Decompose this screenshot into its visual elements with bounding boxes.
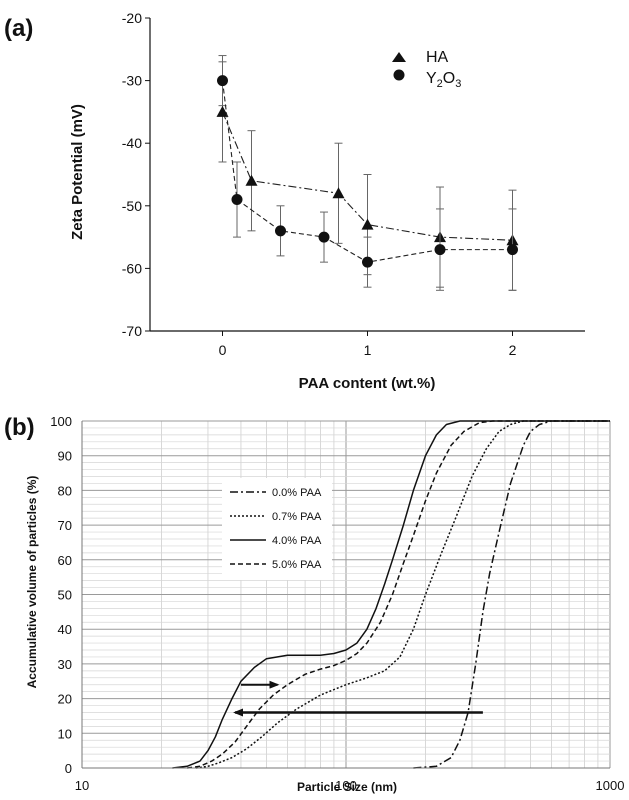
y-tick-label-a: -40	[122, 135, 142, 151]
data-point-ha	[245, 174, 258, 186]
series-line-b-2	[172, 420, 610, 769]
y-tick-label-b: 80	[58, 483, 72, 498]
data-point-y2o3	[318, 231, 330, 243]
legend-marker-y2o3	[393, 69, 405, 81]
legend-label-ha: HA	[426, 49, 449, 66]
x-axis-title-b: Particle Size (nm)	[297, 780, 397, 794]
data-point-y2o3	[275, 225, 286, 237]
legend-box-b	[222, 478, 332, 580]
x-tick-label-a: 2	[509, 342, 517, 358]
data-point-y2o3	[434, 244, 446, 256]
y-tick-label-b: 20	[58, 692, 72, 707]
y-tick-label-a: -30	[122, 73, 142, 89]
panel-label-a: (a)	[4, 15, 33, 42]
series-line-b-1	[195, 420, 610, 769]
data-point-y2o3	[362, 256, 373, 268]
y-tick-label-a: -50	[122, 198, 142, 214]
legend-label-b-1: 0.7% PAA	[272, 511, 322, 523]
y-tick-label-b: 50	[58, 588, 72, 603]
legend-label-b-3: 5.0% PAA	[272, 559, 322, 571]
legend-label-y2o3: Y2O3	[426, 70, 461, 90]
data-point-y2o3	[231, 194, 243, 206]
data-point-y2o3	[217, 75, 228, 87]
y-tick-label-b: 60	[58, 553, 72, 568]
legend-b: 0.0% PAA 0.7% PAA 4.0% PAA 5.0% PAA	[222, 478, 332, 580]
y-tick-label-b: 70	[58, 518, 72, 533]
data-point-ha	[332, 187, 345, 199]
y-axis-title-a: Zeta Potential (mV)	[69, 104, 86, 240]
series-line-b-3	[187, 420, 610, 769]
x-tick-label-b: 1000	[596, 778, 625, 793]
y-tick-label-b: 0	[65, 761, 72, 776]
y-tick-label-a: -20	[122, 10, 142, 26]
series-line-ha	[221, 111, 513, 241]
y-tick-label-b: 10	[58, 726, 72, 741]
data-point-ha	[216, 105, 229, 117]
x-tick-label-a: 0	[219, 342, 227, 358]
legend-label-b-2: 4.0% PAA	[272, 535, 322, 547]
data-point-ha	[361, 218, 374, 230]
chart-a: (a) -70 -60 -50 -40 -30 -20 0 1 2 PAA content (w…	[4, 10, 585, 392]
data-point-y2o3	[507, 244, 518, 256]
x-axis-title-a: PAA content (wt.%)	[299, 375, 436, 392]
x-tick-label-b: 10	[75, 778, 89, 793]
y-axis-title-b: Accumulative volume of particles (%)	[25, 476, 39, 689]
y-tick-label-b: 40	[58, 622, 72, 637]
x-tick-label-b: 100	[335, 778, 357, 793]
legend-a: HA Y2O3	[392, 49, 461, 90]
y-tick-label-b: 100	[50, 414, 72, 429]
x-tick-label-a: 1	[364, 342, 372, 358]
legend-label-b-0: 0.0% PAA	[272, 487, 322, 499]
y-tick-label-a: -70	[122, 323, 142, 339]
legend-marker-ha	[392, 52, 406, 62]
y-tick-label-b: 90	[58, 449, 72, 464]
y-tick-label-a: -60	[122, 260, 142, 276]
y-tick-label-b: 30	[58, 657, 72, 672]
panel-label-b: (b)	[4, 414, 35, 441]
series-line-b-0	[413, 420, 610, 769]
